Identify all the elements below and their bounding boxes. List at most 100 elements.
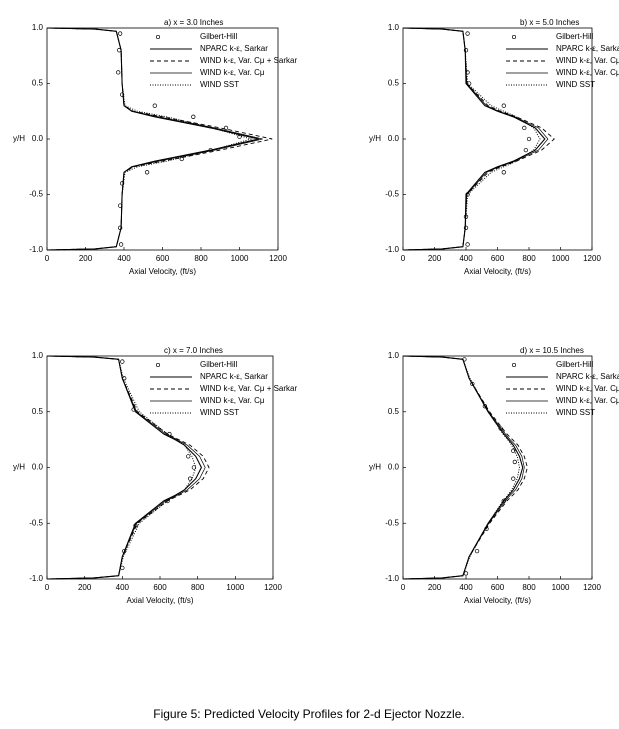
x-tick-label: 0 [401,254,406,263]
data-point [179,156,184,162]
legend-marker [155,34,161,40]
legend-label: WIND k-ε, Var. Cμ [556,68,619,77]
legend-label: WIND SST [200,80,239,89]
data-point [474,548,480,554]
data-point [482,404,488,409]
data-point [511,476,516,481]
x-tick-label: 800 [522,254,536,263]
y-tick-label: 0.5 [32,407,44,416]
y-tick-label: -0.5 [29,190,43,199]
y-axis-label: y/H [13,463,25,472]
legend-label: Gilbert-Hill [556,360,594,369]
x-tick-label: 800 [522,583,536,592]
data-point [523,147,528,153]
data-point [223,125,229,131]
chart-title: a) x = 3.0 Inches [164,18,223,27]
y-tick-label: -0.5 [29,518,43,527]
x-tick-label: 600 [156,254,170,263]
data-point [187,476,193,481]
data-point [470,381,475,387]
data-point [512,459,517,465]
x-tick-label: 400 [459,583,473,592]
x-tick-label: 600 [153,583,167,592]
profile-line [46,27,253,251]
data-point [526,136,532,142]
profile-line [402,355,525,580]
legend-label: Gilbert-Hill [200,32,238,41]
legend-label: NPARC k-ε, Sarkar [556,44,619,53]
y-tick-label: 0.0 [32,134,44,143]
y-tick-label: -1.0 [29,574,43,583]
profile-line [402,27,549,251]
x-tick-label: 800 [191,583,205,592]
profile-line [46,355,210,580]
x-tick-label: 1200 [583,254,601,263]
y-tick-label: -0.5 [385,190,399,199]
profile-line [46,355,197,580]
data-point [118,242,124,247]
x-tick-label: 800 [194,254,208,263]
data-point [501,170,506,175]
x-tick-label: 200 [428,254,442,263]
y-tick-label: 1.0 [32,351,44,360]
chart-title: b) x = 5.0 Inches [520,18,579,27]
x-tick-label: 400 [116,583,130,592]
y-tick-label: 0.5 [388,79,400,88]
data-point [463,225,469,230]
legend-label: NPARC k-ε, Sarkar [556,372,619,381]
legend-label: WIND k-ε, Var. Cμ + Sarkar [200,56,297,65]
legend-label: WIND k-ε, Var. Cμ [200,68,265,77]
y-tick-label: -1.0 [29,245,43,254]
legend-label: WIND k-ε, Var. Cμ + Sarkar [556,56,619,65]
chart-title: d) x = 10.5 Inches [520,346,584,355]
y-axis-label: y/H [13,134,25,143]
y-tick-label: 1.0 [388,23,400,32]
y-axis-label: y/H [369,463,381,472]
figure-caption: Figure 5: Predicted Velocity Profiles fo… [153,707,464,721]
data-point [120,359,125,364]
data-point [465,242,470,247]
data-point [501,103,506,108]
profile-line [402,355,521,580]
data-point [463,48,469,53]
x-tick-label: 1000 [552,254,570,263]
legend-label: NPARC k-ε, Sarkar [200,372,268,381]
y-tick-label: 0.5 [32,79,44,88]
x-tick-label: 600 [491,583,505,592]
x-axis-label: Axial Velocity, (ft/s) [464,267,531,276]
y-axis-label: y/H [369,134,381,143]
data-point [116,70,121,75]
y-tick-label: 1.0 [388,351,400,360]
y-tick-label: -1.0 [385,245,399,254]
legend-label: Gilbert-Hill [556,32,594,41]
x-tick-label: 1000 [552,583,570,592]
x-tick-label: 400 [459,254,473,263]
x-axis-label: Axial Velocity, (ft/s) [129,267,196,276]
x-axis-label: Axial Velocity, (ft/s) [127,596,194,605]
data-point [117,31,123,36]
profile-line [46,27,263,251]
y-tick-label: 1.0 [32,23,44,32]
x-tick-label: 0 [401,583,406,592]
data-point [152,103,157,108]
x-tick-label: 1000 [226,583,244,592]
data-point [463,571,469,576]
x-tick-label: 200 [78,583,92,592]
data-point [522,125,527,131]
profile-line [402,355,528,580]
x-tick-label: 0 [45,254,50,263]
legend-marker [511,34,517,40]
legend-label: WIND SST [200,408,239,417]
x-tick-label: 1200 [583,583,601,592]
data-point [191,114,196,119]
data-point [144,170,150,175]
profile-line [402,355,524,580]
x-tick-label: 200 [428,583,442,592]
data-point [119,181,125,186]
y-tick-label: 0.0 [32,463,44,472]
legend-label: WIND k-ε, Var. Cμ + Sarkar [556,384,619,393]
data-point [465,31,470,36]
x-tick-label: 1200 [269,254,287,263]
profile-line [402,27,555,251]
